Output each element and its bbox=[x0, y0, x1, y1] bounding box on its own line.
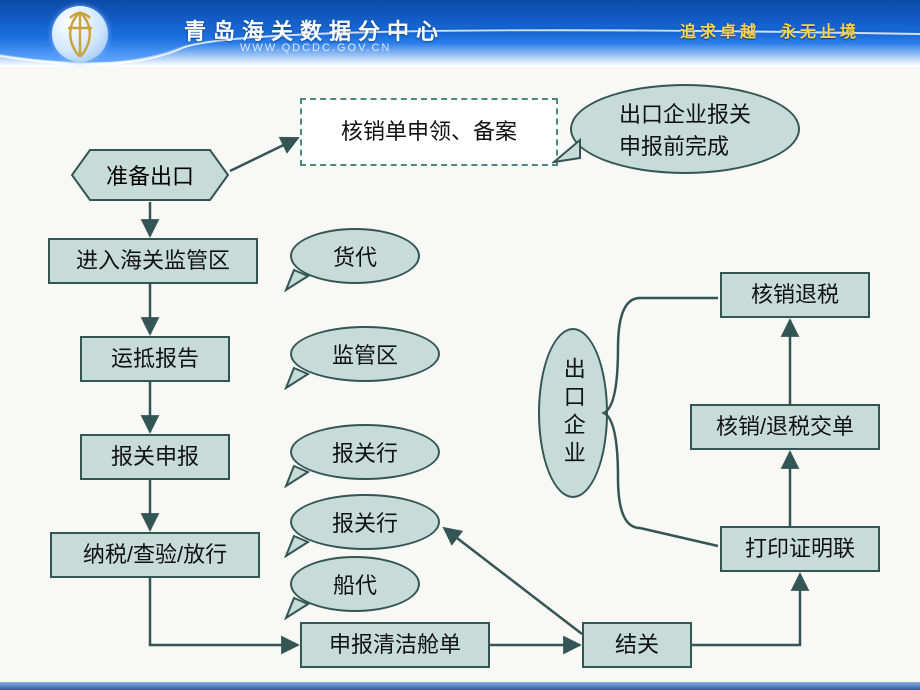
node-n4: 纳税/查验/放行 bbox=[50, 532, 260, 578]
node-side-label: 出口企业 bbox=[559, 357, 587, 469]
bubble-b3-label: 报关行 bbox=[290, 424, 440, 480]
bubble-top: 出口企业报关 申报前完成 bbox=[570, 84, 800, 174]
node-n2: 运抵报告 bbox=[80, 336, 230, 382]
bubble-top-label: 出口企业报关 申报前完成 bbox=[570, 84, 800, 174]
node-n7: 打印证明联 bbox=[720, 526, 880, 572]
node-n2-label: 运抵报告 bbox=[111, 345, 199, 373]
header: 青岛海关数据分中心 WWW.QDCDC.GOV.CN 追求卓越 永无止境 bbox=[0, 0, 920, 66]
logo-icon bbox=[52, 6, 108, 62]
header-motto: 追求卓越 永无止境 bbox=[680, 18, 860, 42]
node-dashed: 核销单申领、备案 bbox=[300, 98, 558, 166]
node-n1: 进入海关监管区 bbox=[48, 238, 258, 284]
bubble-b2: 监管区 bbox=[290, 326, 440, 382]
node-start-label: 准备出口 bbox=[70, 148, 230, 202]
bubble-b4: 报关行 bbox=[290, 494, 440, 550]
node-n6: 结关 bbox=[582, 622, 692, 668]
bubble-b5: 船代 bbox=[290, 556, 420, 612]
node-n5-label: 申报清洁舱单 bbox=[329, 631, 461, 659]
node-n6-label: 结关 bbox=[615, 631, 659, 659]
header-url: WWW.QDCDC.GOV.CN bbox=[240, 42, 391, 54]
node-n8-label: 核销/退税交单 bbox=[716, 413, 854, 441]
slide: 青岛海关数据分中心 WWW.QDCDC.GOV.CN 追求卓越 永无止境 准备出… bbox=[0, 0, 920, 690]
node-start: 准备出口 bbox=[70, 148, 230, 202]
bubble-b4-label: 报关行 bbox=[290, 494, 440, 550]
node-n3-label: 报关申报 bbox=[111, 443, 199, 471]
node-n9: 核销退税 bbox=[720, 272, 870, 318]
node-n5: 申报清洁舱单 bbox=[300, 622, 490, 668]
node-n4-label: 纳税/查验/放行 bbox=[83, 541, 227, 569]
node-n8: 核销/退税交单 bbox=[690, 404, 880, 450]
bubble-b3: 报关行 bbox=[290, 424, 440, 480]
node-n7-label: 打印证明联 bbox=[745, 535, 855, 563]
node-dashed-label: 核销单申领、备案 bbox=[341, 118, 517, 146]
flowchart: 准备出口 核销单申领、备案 出口企业报关 申报前完成 进入海关监管区 运抵报告 … bbox=[0, 66, 920, 682]
bubble-b2-label: 监管区 bbox=[290, 326, 440, 382]
bubble-b1: 货代 bbox=[290, 228, 420, 284]
footer-bar bbox=[0, 682, 920, 690]
node-n9-label: 核销退税 bbox=[751, 281, 839, 309]
node-n1-label: 进入海关监管区 bbox=[76, 247, 230, 275]
node-side: 出口企业 bbox=[538, 328, 608, 498]
node-n3: 报关申报 bbox=[80, 434, 230, 480]
